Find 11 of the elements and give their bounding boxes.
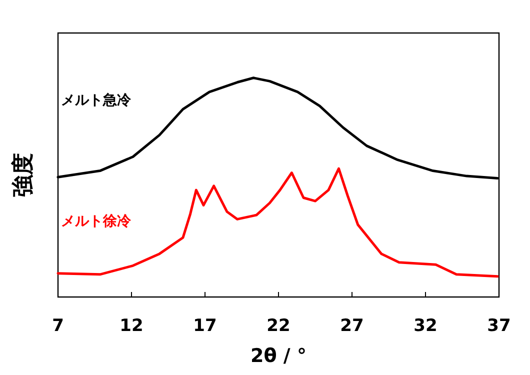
x-tick-label: 32 bbox=[414, 316, 438, 336]
text: メルト急冷 bbox=[61, 92, 132, 108]
x-tick-label: 7 bbox=[52, 316, 64, 336]
x-tick-label: 17 bbox=[193, 316, 217, 336]
x-tick-label: 27 bbox=[340, 316, 364, 336]
x-tick-label: 22 bbox=[266, 316, 290, 336]
x-axis-title: 2θ / ° bbox=[250, 345, 306, 367]
text: メルト徐冷 bbox=[61, 214, 132, 230]
x-tick-label: 37 bbox=[487, 316, 511, 336]
x-tick-label: 12 bbox=[120, 316, 144, 336]
y-axis-title: 強度 bbox=[10, 153, 36, 197]
